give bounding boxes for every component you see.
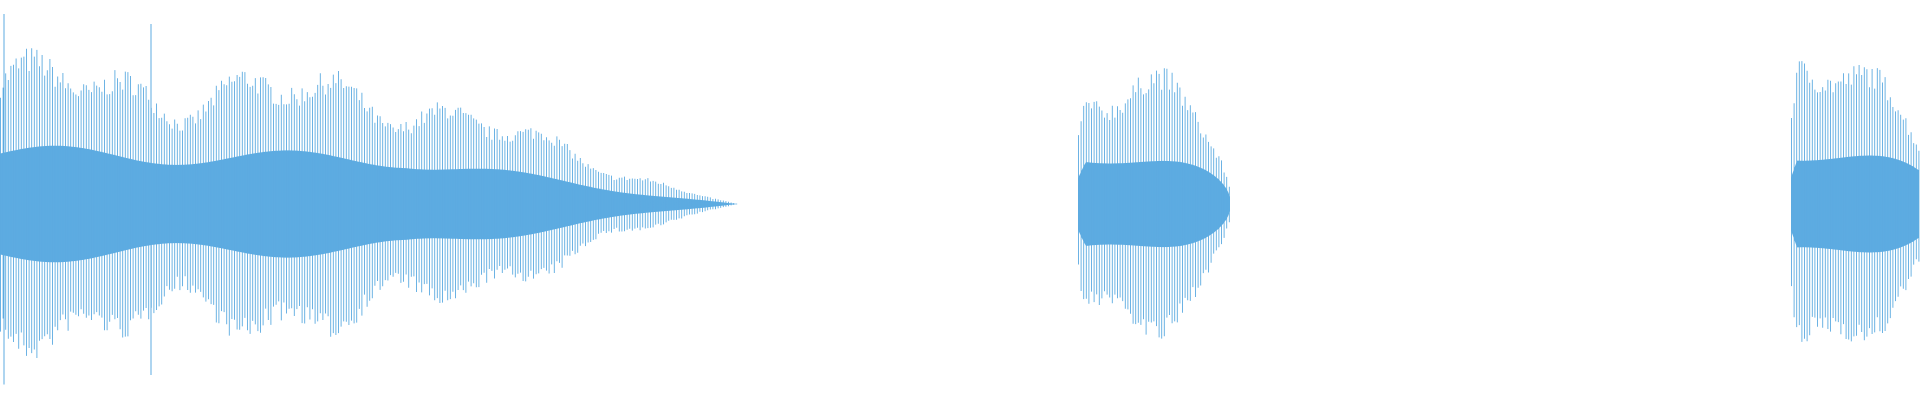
waveform-peaks: [1791, 61, 1920, 342]
waveform-peaks: [1078, 68, 1230, 339]
waveform-core: [1791, 155, 1919, 253]
waveform-core: [0, 145, 738, 263]
waveform-peaks: [0, 48, 737, 358]
